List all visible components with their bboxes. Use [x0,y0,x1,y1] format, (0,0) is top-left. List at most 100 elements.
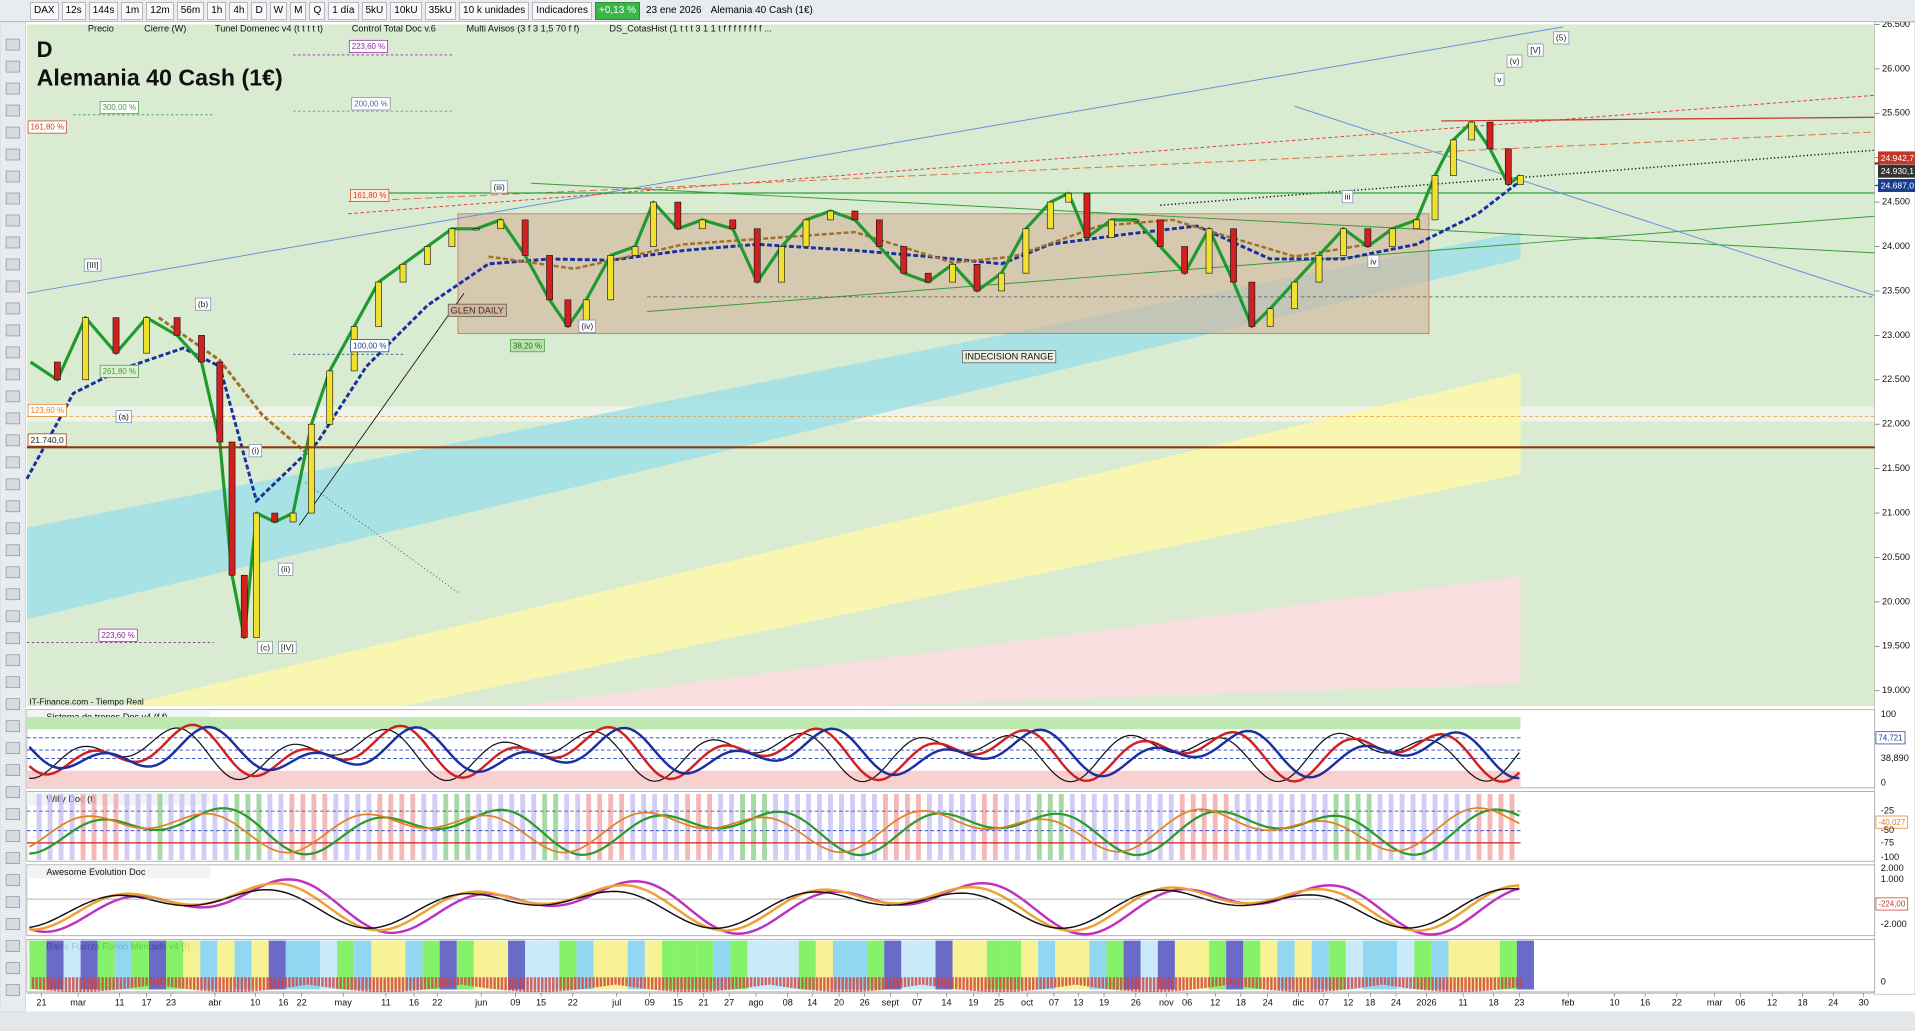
tool-icon[interactable] [5,676,20,689]
bar-mini [1167,977,1171,992]
toolbar-button[interactable]: 12m [146,1,174,20]
tool-icon[interactable] [5,984,20,996]
tool-icon[interactable] [5,632,20,645]
tool-icon[interactable] [5,544,20,557]
bar-mini [306,977,309,985]
tool-icon[interactable] [5,808,20,820]
indicator-tab: Tunel Domenec v4 (t t t t t) [215,24,323,34]
tool-icon[interactable] [5,720,20,733]
bar-mini [918,977,921,985]
stripe [1498,794,1504,860]
bar-mini [1431,977,1434,991]
bar-mini [900,977,903,988]
tool-icon[interactable] [5,192,20,205]
toolbar-button[interactable]: 56m [176,1,205,20]
candle [375,281,382,327]
tool-icon[interactable] [5,170,20,183]
toolbar-button[interactable]: 4h [229,1,249,20]
stripe [1399,794,1405,860]
indicator-tab: DS_CotasHist (1 t t t 3 1 1 t f f f f f … [609,24,771,34]
tool-icon[interactable] [5,346,20,359]
toolbar-button[interactable]: 23 ene 2026 [645,4,702,16]
tool-icon[interactable] [5,566,20,579]
tool-icon[interactable] [5,148,20,161]
tool-icon[interactable] [5,918,20,930]
trend-line [26,26,1564,294]
toolbar-button[interactable]: Indicadores [532,1,592,20]
bar-mini [1035,977,1039,990]
tool-icon[interactable] [5,962,20,974]
stripe [674,794,680,860]
toolbar-button[interactable]: M [290,1,307,20]
tool-icon[interactable] [5,478,20,491]
toolbar-button[interactable]: 5kU [361,1,388,20]
x-tick-label: jul [611,997,621,1007]
moving-average [157,316,307,454]
tool-icon[interactable] [5,258,20,271]
toolbar-button[interactable]: 10 k unidades [459,1,530,20]
tool-icon[interactable] [5,698,20,711]
toolbar-button[interactable]: 1 día [328,1,359,20]
tool-icon[interactable] [5,786,20,798]
tool-icon[interactable] [5,412,20,425]
toolbar-button[interactable]: 35kU [424,1,457,20]
tool-icon[interactable] [5,38,20,51]
tool-icon[interactable] [5,764,20,776]
tool-icon[interactable] [5,896,20,908]
stripe [948,794,954,860]
bar-mini [665,977,669,991]
tool-icon[interactable] [5,610,20,623]
stripe [212,794,218,860]
tool-icon[interactable] [5,874,20,886]
tool-icon[interactable] [5,830,20,842]
tool-icon[interactable] [5,654,20,667]
tool-icon[interactable] [5,280,20,293]
toolbar-button[interactable]: W [269,1,288,20]
bar-mini [1347,977,1350,990]
bar-mini [185,977,189,990]
tool-icon[interactable] [5,302,20,315]
tool-icon[interactable] [5,434,20,447]
tool-icon[interactable] [5,60,20,73]
tool-icon[interactable] [5,104,20,117]
bar-mini [1024,977,1028,991]
tool-icon[interactable] [5,588,20,601]
bar-mini [116,977,119,990]
bar-mini [379,977,383,992]
toolbar-button[interactable]: 1m [121,1,144,20]
tool-icon[interactable] [5,852,20,864]
tool-icon[interactable] [5,236,20,249]
toolbar-button[interactable]: 10kU [390,1,422,20]
x-tick-label: 12 [1343,997,1353,1007]
toolbar-button[interactable]: DAX [30,1,59,20]
toolbar-button[interactable]: 12s [61,1,86,20]
wave-label-box [1341,190,1354,204]
tool-icon[interactable] [5,742,20,755]
wave-label: v [1494,72,1505,86]
toolbar-button[interactable]: 1h [207,1,227,20]
bar-mini [804,977,808,990]
wave-label: (i) [248,444,262,458]
tool-icon[interactable] [5,126,20,139]
bar-mini [672,977,676,992]
tool-icon[interactable] [5,522,20,535]
x-tick-label: 08 [783,997,793,1007]
bar-mini [1497,977,1500,990]
stripe [1058,794,1064,860]
tool-icon[interactable] [5,82,20,95]
panel-axis-label: 100 [1881,709,1896,719]
toolbar-button[interactable]: D [251,1,267,20]
tool-icon[interactable] [5,214,20,227]
toolbar-button[interactable]: Q [309,1,326,20]
toolbar-button[interactable]: 144s [88,1,119,20]
tool-icon[interactable] [5,390,20,403]
tool-icon[interactable] [5,500,20,513]
tool-icon[interactable] [5,456,20,469]
toolbar-button[interactable]: Alemania 40 Cash (1€) [710,4,813,16]
tool-icon[interactable] [5,324,20,337]
bar-mini [1273,977,1277,991]
tool-icon[interactable] [5,368,20,381]
toolbar-button[interactable]: +0,13 % [595,1,640,20]
wave-label: (c) [257,640,273,654]
tool-icon[interactable] [5,940,20,952]
